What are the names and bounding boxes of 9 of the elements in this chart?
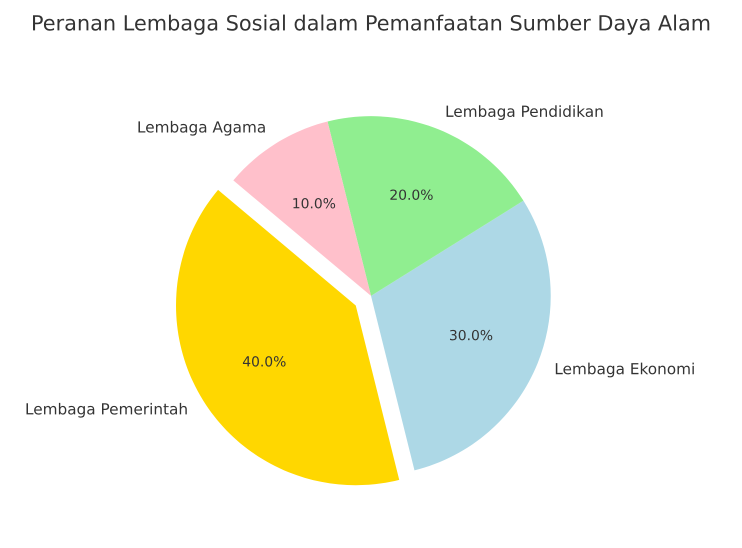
slice-label: Lembaga Agama [138,120,265,136]
data-label: 40.0% [242,356,286,367]
slice-label: Lembaga Pemerintah [26,402,187,418]
slice-label: Lembaga Pendidikan [446,105,603,120]
slice-label: Lembaga Ekonomi [556,362,694,378]
data-label: 20.0% [390,189,433,200]
data-label: 30.0% [450,330,492,340]
chart-title: Peranan Lembaga Sosial dalam Pemanfaatan Sumber Daya Alam [33,14,710,35]
data-label: 10.0% [293,198,336,208]
